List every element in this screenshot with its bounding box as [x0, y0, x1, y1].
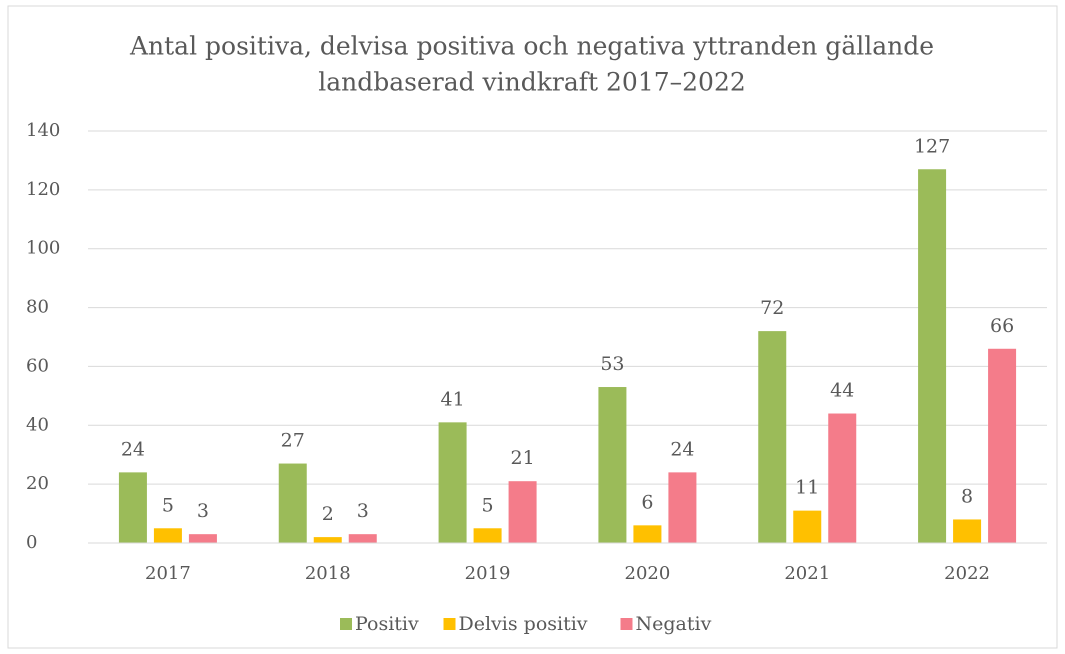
bar	[278, 463, 307, 543]
bar	[598, 387, 627, 543]
data-label: 44	[830, 380, 854, 402]
bar	[313, 537, 342, 543]
bar	[953, 519, 982, 543]
legend-swatch	[443, 618, 456, 630]
bar	[793, 510, 822, 543]
data-label: 2	[322, 503, 334, 525]
bar	[438, 422, 467, 543]
x-tick-label: 2019	[465, 563, 511, 584]
chart-title: Antal positiva, delvisa positiva och neg…	[129, 32, 934, 61]
x-tick-label: 2021	[784, 563, 830, 584]
y-tick-label: 60	[26, 355, 49, 376]
data-label: 27	[281, 430, 305, 452]
y-tick-label: 0	[26, 532, 37, 553]
legend-swatch	[620, 618, 633, 630]
bar	[758, 331, 787, 543]
x-tick-label: 2020	[625, 563, 671, 584]
legend-label: Negativ	[636, 613, 712, 635]
y-tick-label: 140	[26, 120, 60, 141]
bar	[188, 534, 217, 543]
data-label: 5	[482, 494, 494, 516]
y-tick-label: 100	[26, 238, 60, 259]
x-tick-label: 2018	[305, 563, 351, 584]
chart-title: landbaserad vindkraft 2017–2022	[318, 68, 746, 97]
bar	[988, 348, 1017, 543]
data-label: 11	[795, 477, 819, 499]
legend-label: Delvis positiv	[459, 613, 588, 635]
data-label: 66	[990, 315, 1014, 337]
bar	[828, 413, 857, 543]
bar	[508, 481, 537, 543]
bar	[668, 472, 697, 543]
bar	[153, 528, 182, 543]
x-tick-label: 2017	[145, 563, 191, 584]
chart-frame	[7, 5, 1058, 649]
data-label: 3	[197, 500, 209, 522]
legend-swatch	[340, 618, 352, 630]
y-tick-label: 40	[26, 414, 49, 435]
y-tick-label: 20	[26, 473, 49, 494]
data-label: 24	[121, 438, 145, 460]
data-label: 3	[357, 500, 369, 522]
data-label: 21	[510, 447, 534, 469]
data-label: 5	[162, 494, 174, 516]
data-label: 6	[641, 491, 653, 513]
y-tick-label: 80	[26, 297, 49, 318]
data-label: 41	[440, 388, 464, 410]
data-label: 72	[760, 297, 784, 319]
x-tick-label: 2022	[944, 563, 990, 584]
bar	[633, 525, 662, 543]
data-label: 8	[961, 485, 973, 507]
y-tick-label: 120	[26, 179, 60, 200]
legend-label: Positiv	[355, 613, 419, 635]
data-label: 127	[914, 135, 950, 157]
bar	[118, 472, 147, 543]
bar	[918, 169, 947, 543]
bar	[473, 528, 502, 543]
data-label: 24	[670, 438, 694, 460]
data-label: 53	[600, 353, 624, 375]
bar	[348, 534, 377, 543]
